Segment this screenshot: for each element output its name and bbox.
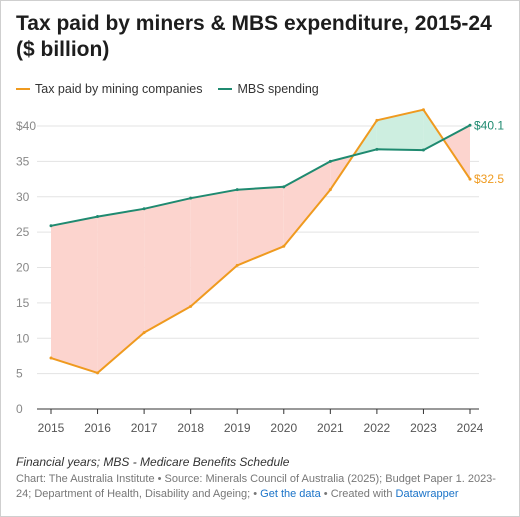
x-tick-label: 2016 (84, 421, 111, 435)
end-label-mbs: $40.1 (474, 118, 504, 132)
data-point-tax (468, 177, 472, 181)
x-tick-label: 2018 (177, 421, 204, 435)
x-tick-label: 2015 (38, 421, 65, 435)
source-text: Chart: The Australia Institute • Source:… (16, 473, 496, 500)
datawrapper-link[interactable]: Datawrapper (395, 488, 459, 500)
legend-label-tax: Tax paid by mining companies (35, 82, 203, 96)
gap-area-mbs-above (51, 216, 98, 373)
data-point-mbs (375, 147, 379, 151)
chart-legend: Tax paid by mining companies MBS spendin… (16, 82, 335, 96)
data-point-tax (328, 188, 332, 192)
y-tick-label: 30 (16, 190, 30, 204)
series-line-tax (50, 108, 471, 374)
x-tick-label: 2021 (317, 421, 344, 435)
series-line-mbs (50, 124, 471, 227)
data-point-mbs (282, 185, 286, 189)
data-point-tax (142, 331, 146, 335)
legend-swatch-tax (16, 88, 30, 90)
data-point-tax (282, 244, 286, 248)
data-point-tax (375, 118, 379, 122)
y-tick-label: 35 (16, 154, 30, 168)
y-tick-label: 10 (16, 331, 30, 345)
line-chart: 0 5 10 15 20 25 30 35 $40 2015 2016 2017 2018 2019 202… (16, 108, 504, 435)
data-point-tax (189, 304, 193, 308)
data-point-mbs (142, 207, 146, 211)
gap-area-mbs-above (237, 186, 284, 266)
gap-area-mbs-above (97, 208, 145, 373)
legend-swatch-mbs (218, 88, 233, 90)
data-point-mbs (328, 159, 332, 163)
gap-area-mbs-above (144, 198, 191, 333)
data-point-tax (421, 108, 425, 112)
chart-title: Tax paid by miners & MBS expenditure, 20… (16, 12, 492, 61)
y-tick-label: 25 (16, 225, 30, 239)
data-point-mbs (49, 224, 53, 228)
data-point-mbs (235, 188, 239, 192)
data-point-tax (235, 263, 239, 267)
data-point-tax (49, 356, 53, 360)
gap-area-tax-above (423, 109, 444, 151)
x-tick-label: 2023 (410, 421, 437, 435)
gap-area-mbs-above (443, 125, 470, 180)
legend-item-tax: Tax paid by mining companies (16, 82, 202, 96)
y-tick-label: 5 (16, 367, 23, 381)
x-tick-label: 2020 (270, 421, 297, 435)
end-label-tax: $32.5 (474, 172, 504, 186)
y-tick-label: $40 (16, 119, 36, 133)
y-tick-label: 20 (16, 261, 30, 275)
gap-area-mbs-above (283, 161, 331, 247)
legend-label-mbs: MBS spending (237, 82, 319, 96)
data-point-tax (96, 371, 100, 375)
data-point-mbs (421, 148, 425, 152)
gap-area-tax-above (376, 109, 424, 151)
data-point-mbs (96, 215, 100, 219)
created-with-text: • Created with (323, 488, 393, 500)
gap-area-mbs-above (190, 189, 238, 307)
get-data-link[interactable]: Get the data (260, 488, 321, 500)
chart-notes: Financial years; MBS - Medicare Benefits… (16, 455, 290, 469)
x-tick-label: 2024 (457, 421, 484, 435)
chart-footer: Chart: The Australia Institute • Source:… (16, 472, 506, 502)
x-tick-label: 2017 (131, 421, 158, 435)
y-tick-label: 15 (16, 296, 30, 310)
legend-item-mbs: MBS spending (218, 82, 319, 96)
y-tick-label: 0 (16, 402, 23, 416)
x-tick-label: 2019 (224, 421, 251, 435)
data-point-mbs (189, 196, 193, 200)
data-point-mbs (468, 123, 472, 127)
x-tick-label: 2022 (364, 421, 391, 435)
